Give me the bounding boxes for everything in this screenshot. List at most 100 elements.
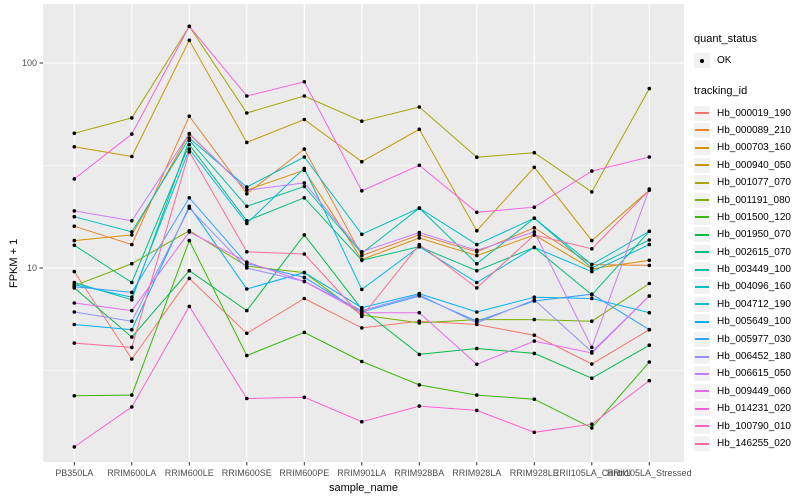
legend-key-box: [694, 209, 710, 225]
data-point: [590, 269, 594, 274]
data-point: [245, 353, 249, 358]
data-point: [187, 304, 192, 309]
data-point: [245, 308, 249, 313]
data-point: [417, 310, 422, 315]
legend-key-line-icon: [695, 251, 709, 254]
legend-item-Hb_000089_210: Hb_000089_210: [694, 122, 800, 139]
legend-key-line-icon: [695, 390, 709, 393]
data-point: [245, 111, 249, 115]
data-point: [360, 287, 364, 292]
y-tick-label: 100: [21, 57, 37, 68]
data-point: [245, 260, 249, 264]
data-point: [72, 310, 77, 314]
data-point: [72, 209, 77, 213]
legend-key-box: [694, 140, 710, 156]
legend-item-Hb_005649_100: Hb_005649_100: [694, 313, 800, 330]
legend-key-line-icon: [695, 320, 709, 323]
data-point: [72, 445, 77, 449]
data-point: [475, 280, 479, 285]
x-tick-label: RRIM928LE: [509, 468, 559, 478]
data-point: [475, 286, 479, 290]
data-point: [245, 204, 249, 209]
data-point: [302, 155, 307, 159]
data-point: [532, 317, 537, 322]
legend-key-box: [694, 383, 710, 399]
legend-item-Hb_001950_070: Hb_001950_070: [694, 226, 800, 243]
data-point: [647, 86, 652, 91]
data-point: [417, 127, 422, 132]
data-point: [360, 326, 364, 330]
data-point: [72, 285, 77, 289]
x-tick-label: RRIM600PE: [279, 468, 330, 478]
data-point: [417, 404, 422, 408]
legend-key-box: [694, 401, 710, 417]
data-point: [245, 140, 249, 145]
legend-key-box: [694, 105, 710, 121]
data-point: [590, 238, 594, 243]
data-point: [187, 276, 192, 281]
legend-key-line-icon: [695, 112, 709, 115]
legend-key-box: [694, 244, 710, 260]
data-point: [302, 252, 307, 256]
data-point: [532, 205, 537, 209]
data-point: [245, 396, 249, 401]
data-point: [187, 206, 192, 210]
data-point: [417, 321, 422, 325]
data-point: [72, 214, 77, 219]
legend-item-label: Hb_146255_020: [717, 438, 791, 449]
data-point: [130, 298, 134, 302]
data-point: [475, 210, 479, 215]
data-point: [360, 310, 364, 315]
legend-key-box: [694, 157, 710, 173]
data-point: [245, 219, 249, 223]
data-point: [475, 228, 479, 233]
data-point: [302, 147, 307, 151]
data-point: [130, 261, 134, 266]
legend-item-label: OK: [717, 55, 732, 67]
data-point: [187, 136, 192, 140]
legend-item-Hb_000019_190: Hb_000019_190: [694, 104, 800, 121]
data-point: [360, 314, 364, 319]
data-point: [302, 181, 307, 185]
legend-key-line-icon: [695, 146, 709, 149]
legend-item-label: Hb_000703_160: [717, 142, 791, 154]
legend-item-Hb_004712_190: Hb_004712_190: [694, 296, 800, 313]
data-point: [590, 426, 594, 430]
data-point: [130, 233, 134, 237]
data-point: [590, 292, 594, 297]
data-point: [532, 233, 537, 237]
data-point: [475, 155, 479, 159]
data-point: [590, 190, 594, 194]
data-point: [130, 405, 134, 409]
data-point: [590, 262, 594, 267]
data-point: [302, 94, 307, 98]
data-point: [72, 243, 77, 248]
data-point: [72, 224, 77, 228]
legend-key-line-icon: [695, 129, 709, 132]
data-point: [187, 142, 192, 147]
data-point: [647, 294, 652, 298]
legend-item-Hb_001077_070: Hb_001077_070: [694, 174, 800, 191]
legend-key-box: [694, 262, 710, 278]
data-point: [647, 378, 652, 383]
x-tick-label: RRIM928BA: [394, 468, 445, 478]
data-point: [647, 155, 652, 159]
legend-item-label: Hb_004096_160: [717, 281, 791, 293]
data-point: [590, 376, 594, 381]
legend-key-box: [694, 314, 710, 330]
data-point: [647, 327, 652, 332]
legend-item-label: Hb_014231_020: [717, 403, 791, 415]
data-point: [532, 298, 537, 302]
x-tick-label: RRIM901LA: [337, 468, 387, 478]
legend-item-label: Hb_001950_070: [717, 229, 791, 241]
data-point: [72, 394, 77, 398]
data-point: [302, 80, 307, 84]
legend-item-Hb_005977_030: Hb_005977_030: [694, 330, 800, 347]
legend-item-label: Hb_004712_190: [717, 298, 791, 310]
data-point: [532, 150, 537, 155]
data-point: [647, 281, 652, 286]
data-point: [302, 296, 307, 301]
data-point: [590, 319, 594, 324]
data-point: [360, 232, 364, 237]
